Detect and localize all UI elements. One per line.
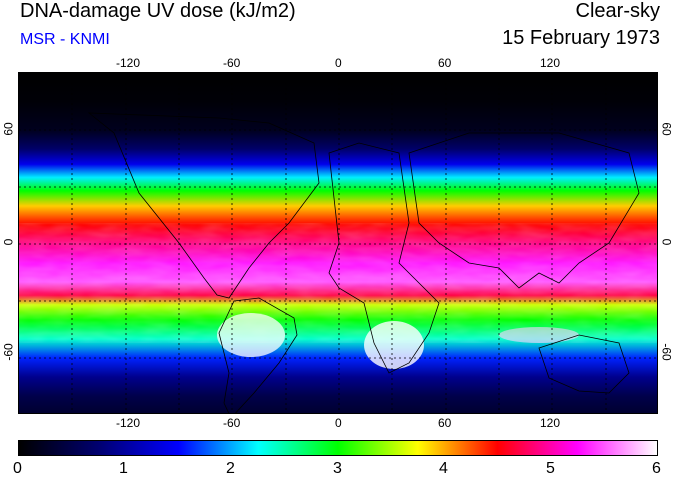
colorbar-label-0: 0 [13, 460, 22, 477]
lon-tick-top-minus60: -60 [223, 56, 241, 70]
lon-tick-top-0: 0 [335, 56, 342, 70]
lat-tick-left-60: 60 [1, 122, 16, 136]
colorbar-label-2: 2 [226, 460, 235, 477]
high-dose-southern-africa [364, 321, 424, 369]
colorbar-label-5: 5 [546, 460, 555, 477]
lon-tick-bottom-60: 60 [438, 416, 452, 430]
high-dose-indian-ocean [499, 327, 579, 343]
coast-south-america [218, 297, 298, 413]
lon-tick-bottom-minus120: -120 [116, 416, 141, 430]
map-source: MSR - KNMI [20, 31, 110, 48]
coast-asia [408, 132, 640, 289]
graticule [19, 73, 657, 413]
high-dose-south-america [217, 313, 285, 357]
colorbar [18, 440, 658, 456]
colorbar-label-6: 6 [652, 460, 661, 477]
lat-tick-right-60: 60 [659, 122, 674, 136]
colorbar-label-1: 1 [119, 460, 128, 477]
sky-condition: Clear-sky [575, 0, 660, 22]
lat-tick-left-minus60: -60 [1, 343, 16, 361]
colorbar-label-4: 4 [439, 460, 448, 477]
colorbar-label-3: 3 [333, 460, 342, 477]
map-title: DNA-damage UV dose (kJ/m2) [20, 0, 296, 22]
uv-dose-map [18, 72, 658, 414]
coast-australia [538, 334, 630, 394]
lon-tick-top-60: 60 [438, 56, 452, 70]
lat-tick-left-0: 0 [1, 238, 16, 246]
lon-tick-top-minus120: -120 [116, 56, 141, 70]
lat-tick-right-minus60: -60 [659, 343, 674, 361]
lon-tick-bottom-minus60: -60 [223, 416, 241, 430]
lon-tick-top-120: 120 [540, 56, 561, 70]
lon-tick-bottom-120: 120 [540, 416, 561, 430]
coast-europe-africa [328, 142, 440, 374]
lat-tick-right-0: 0 [659, 238, 674, 246]
lon-tick-bottom-0: 0 [335, 416, 342, 430]
map-date: 15 February 1973 [502, 27, 660, 49]
texture-overlay [19, 223, 657, 343]
